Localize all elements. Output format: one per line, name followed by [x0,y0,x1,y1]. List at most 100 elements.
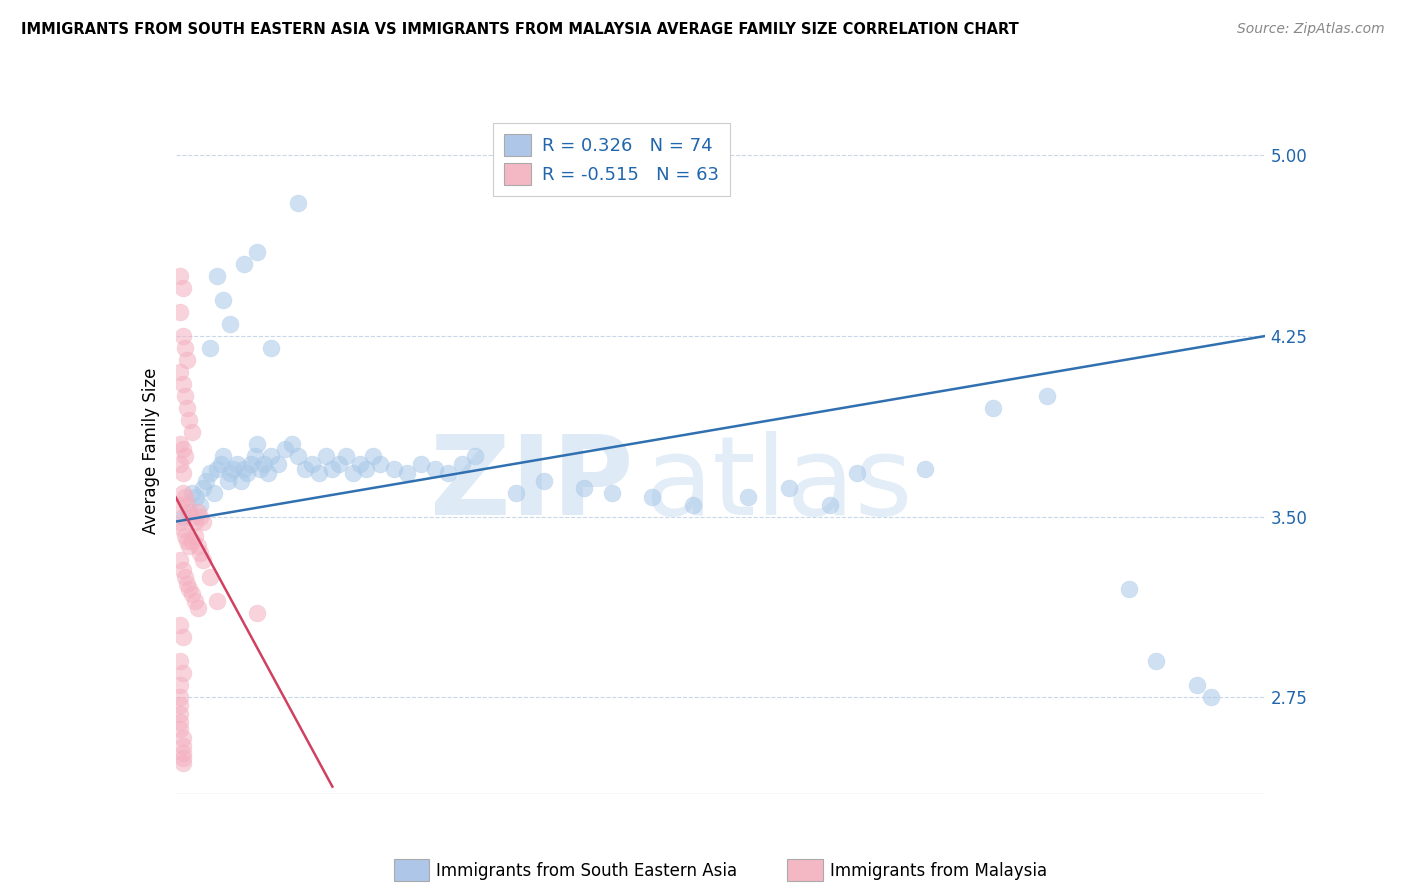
Point [423,461,446,475]
Point [179,505,201,519]
Point [172,750,194,764]
Text: Source: ZipAtlas.com: Source: ZipAtlas.com [1237,22,1385,37]
Point [682,498,704,512]
Point [186,491,208,505]
Point [217,474,239,488]
Point [172,442,194,457]
Point [169,553,191,567]
Point [219,317,242,331]
Point [267,457,290,471]
Point [172,739,194,753]
Point [169,714,191,729]
Point [202,485,225,500]
Point [179,413,201,427]
Point [181,509,204,524]
Point [172,756,194,770]
Point [172,281,194,295]
Point [176,577,198,591]
Point [737,491,759,505]
Point [198,467,221,481]
Point [231,474,253,488]
Point [361,450,384,464]
Point [396,467,419,481]
Point [342,467,364,481]
Point [368,457,391,471]
Point [1144,654,1167,668]
Point [382,461,405,475]
Point [169,698,191,712]
Text: ZIP: ZIP [430,432,633,538]
Point [174,341,197,355]
Point [176,498,198,512]
Text: IMMIGRANTS FROM SOUTH EASTERN ASIA VS IMMIGRANTS FROM MALAYSIA AVERAGE FAMILY SI: IMMIGRANTS FROM SOUTH EASTERN ASIA VS IM… [21,22,1019,37]
Point [169,707,191,722]
Text: Immigrants from Malaysia: Immigrants from Malaysia [830,862,1046,880]
Point [257,467,280,481]
Point [172,329,194,343]
Point [239,457,262,471]
Point [169,498,191,512]
Point [172,666,194,681]
Point [1118,582,1140,596]
Point [169,722,191,736]
Text: Immigrants from South Eastern Asia: Immigrants from South Eastern Asia [436,862,737,880]
Point [172,377,194,392]
Point [226,457,249,471]
Point [274,442,297,457]
Point [505,485,527,500]
Point [188,509,211,524]
Point [169,690,191,705]
Point [184,529,207,543]
Point [174,491,197,505]
Point [186,505,209,519]
Point [1199,690,1222,705]
Point [280,437,302,451]
Point [174,529,197,543]
Point [641,491,664,505]
Point [294,461,316,475]
Point [169,365,191,379]
Point [205,594,228,608]
Point [356,461,378,475]
Point [600,485,623,500]
Point [172,563,194,577]
Point [169,437,191,451]
Point [174,450,197,464]
Point [169,305,191,319]
Point [335,450,357,464]
Point [184,594,207,608]
Point [246,606,269,620]
Point [172,731,194,746]
Point [191,515,214,529]
Point [222,461,245,475]
Point [450,457,472,471]
Point [205,461,228,475]
Point [287,196,309,211]
Point [315,450,337,464]
Point [191,553,214,567]
Point [186,539,209,553]
Point [205,268,228,283]
Point [169,654,191,668]
Point [243,450,266,464]
Point [174,389,197,403]
Point [198,570,221,584]
Point [169,268,191,283]
Point [349,457,371,471]
Point [409,457,432,471]
Point [174,570,197,584]
Point [209,457,232,471]
Point [212,450,235,464]
Point [437,467,460,481]
Point [176,353,198,368]
Legend: R = 0.326   N = 74, R = -0.515   N = 63: R = 0.326 N = 74, R = -0.515 N = 63 [494,123,730,196]
Point [1036,389,1059,403]
Point [198,341,221,355]
Point [176,401,198,416]
Point [328,457,350,471]
Point [308,467,330,481]
Point [246,437,269,451]
Point [818,498,841,512]
Point [179,505,201,519]
Point [235,467,257,481]
